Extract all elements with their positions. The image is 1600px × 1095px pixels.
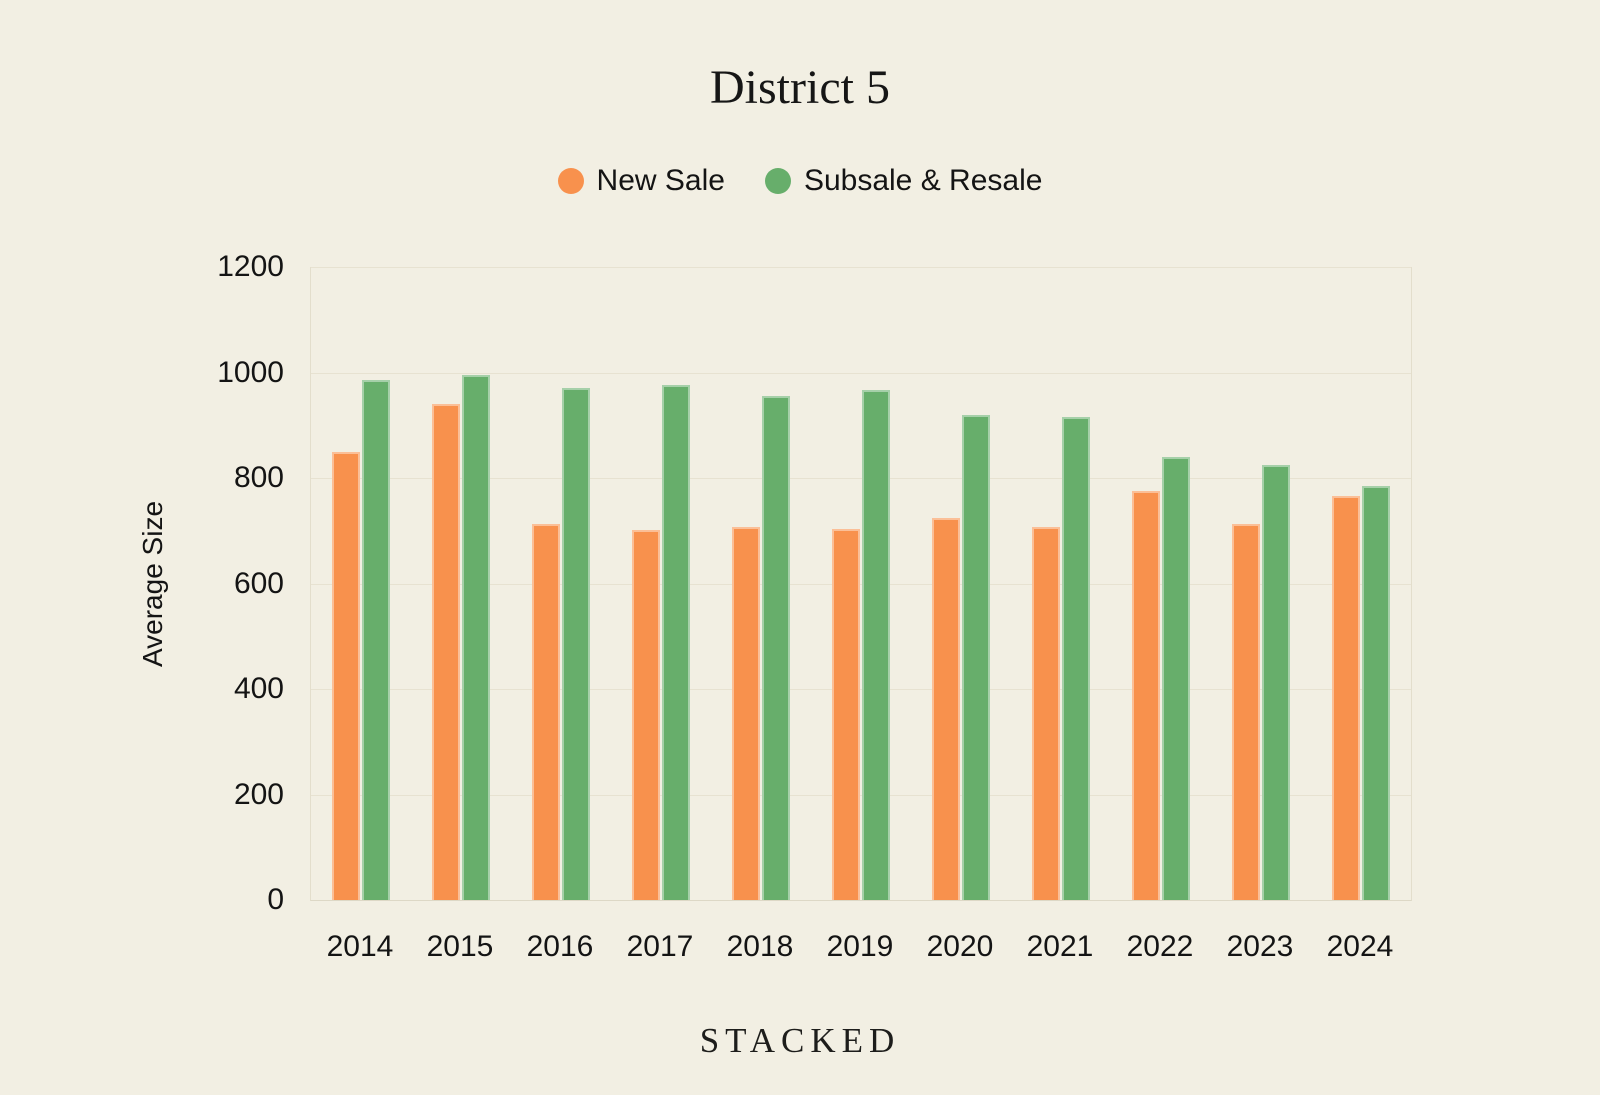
gridline-800: [311, 478, 1411, 479]
bar-new-sale-2022: [1132, 491, 1160, 900]
bar-new-sale-2016: [532, 523, 560, 900]
gridline-200: [311, 794, 1411, 796]
bar-subsale-resale-2015: [462, 375, 490, 900]
bar-subsale-resale-2014: [362, 380, 390, 900]
x-tick-label-2015: 2015: [426, 930, 494, 963]
bar-new-sale-2023: [1232, 523, 1260, 900]
bar-new-sale-2018: [732, 527, 760, 900]
gridline-400: [311, 689, 1411, 690]
x-tick-label-2023: 2023: [1226, 930, 1294, 963]
bar-subsale-resale-2018: [762, 396, 790, 900]
y-tick-label-600: 600: [233, 566, 284, 600]
x-tick-label-2014: 2014: [326, 930, 394, 963]
legend-label-subsale-resale: Subsale & Resale: [803, 164, 1043, 197]
chart-title: District 5: [710, 61, 890, 114]
gridline-1000: [311, 372, 1411, 374]
x-tick-label-2021: 2021: [1026, 930, 1094, 963]
legend: New Sale Subsale & Resale: [0, 162, 1600, 200]
legend-item-subsale-resale[interactable]: Subsale & Resale: [764, 164, 1043, 198]
y-tick-label-400: 400: [233, 672, 284, 705]
brand-wordmark: STACKED: [699, 1021, 901, 1060]
bar-subsale-resale-2021: [1062, 416, 1090, 900]
x-tick-label-2024: 2024: [1326, 930, 1394, 963]
y-tick-label-200: 200: [233, 777, 284, 811]
bar-new-sale-2017: [632, 530, 660, 900]
bar-subsale-resale-2023: [1262, 465, 1290, 900]
bar-subsale-resale-2016: [562, 388, 590, 900]
bar-subsale-resale-2020: [962, 414, 990, 900]
x-tick-label-2020: 2020: [926, 930, 994, 963]
bar-new-sale-2024: [1332, 496, 1360, 900]
x-tick-label-2022: 2022: [1126, 930, 1194, 963]
y-tick-label-800: 800: [233, 461, 284, 494]
bar-new-sale-2020: [932, 518, 960, 900]
bar-new-sale-2014: [332, 451, 360, 900]
bar-new-sale-2021: [1032, 526, 1060, 900]
legend-item-new-sale[interactable]: New Sale: [557, 164, 725, 198]
bar-subsale-resale-2017: [662, 385, 690, 900]
x-tick-label-2017: 2017: [626, 930, 694, 963]
bar-subsale-resale-2024: [1362, 486, 1390, 900]
bar-subsale-resale-2019: [862, 389, 890, 900]
x-tick-label-2018: 2018: [726, 930, 794, 963]
bar-new-sale-2019: [832, 528, 860, 900]
legend-label-new-sale: New Sale: [596, 164, 725, 197]
y-tick-label-1000: 1000: [217, 355, 284, 389]
legend-swatch-new-sale-icon: [557, 168, 584, 194]
x-tick-label-2019: 2019: [826, 930, 894, 963]
y-tick-label-0: 0: [267, 883, 284, 916]
gridline-600: [311, 583, 1411, 585]
y-tick-label-1200: 1200: [217, 250, 284, 283]
gridline-1200: [311, 267, 1411, 268]
legend-swatch-subsale-resale-icon: [764, 168, 791, 194]
bar-new-sale-2015: [432, 404, 460, 900]
bar-subsale-resale-2022: [1162, 457, 1190, 900]
x-tick-label-2016: 2016: [526, 930, 594, 963]
plot-area: [310, 267, 1412, 901]
